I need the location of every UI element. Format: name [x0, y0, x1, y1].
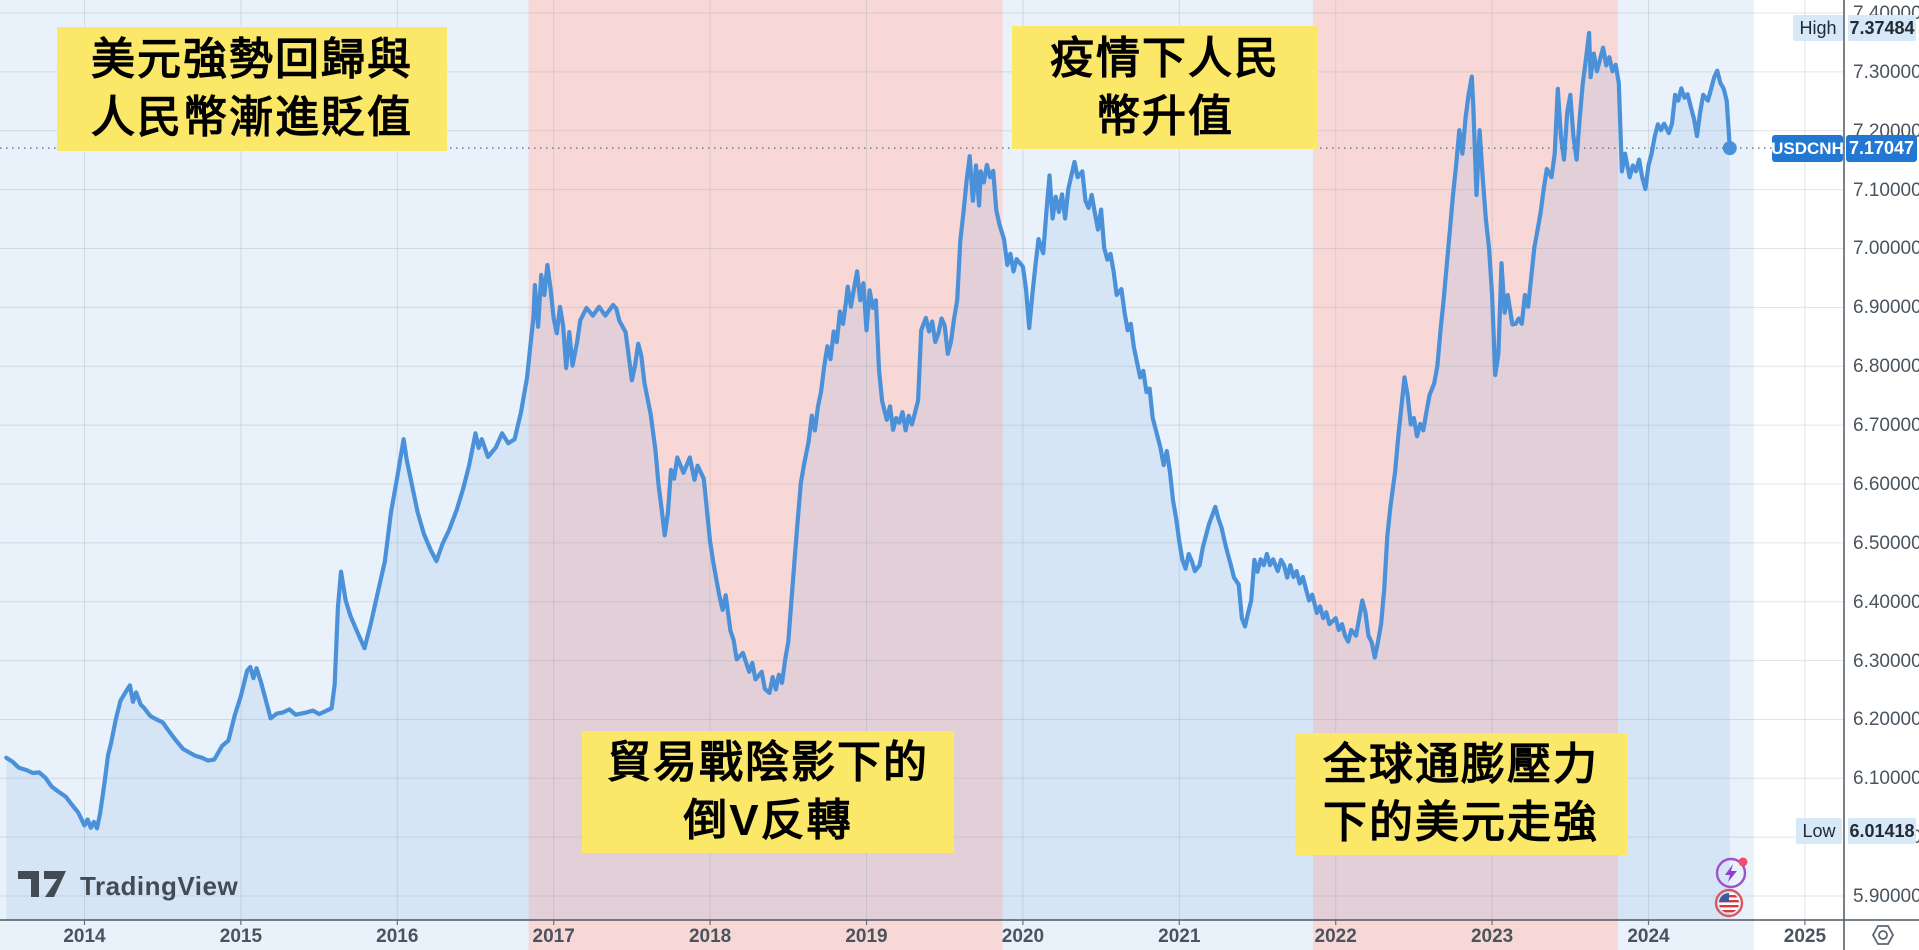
series-area-fill — [6, 33, 1730, 920]
year-tick-label[interactable]: 2022 — [1314, 926, 1357, 947]
price-tick-label: 6.20000 — [1853, 709, 1919, 731]
price-tick-label: 7.30000 — [1853, 61, 1919, 83]
annotation-trade-war: 貿易戰陰影下的 倒V反轉 — [582, 731, 954, 853]
annotation-line: 幣升值 — [1096, 91, 1234, 141]
annotation-line: 疫情下人民 — [1050, 33, 1280, 83]
tradingview-logo-icon — [18, 870, 68, 903]
year-tick-label[interactable]: 2017 — [532, 926, 575, 947]
news-flash-icon[interactable] — [1712, 854, 1752, 897]
price-tick-label: 6.30000 — [1853, 650, 1919, 672]
year-tick-label[interactable]: 2019 — [845, 926, 888, 947]
year-tick-label[interactable]: 2015 — [219, 926, 263, 947]
annotation-line: 倒V反轉 — [683, 796, 853, 845]
price-tick-label: 7.10000 — [1853, 179, 1919, 201]
economic-calendar-flag-icon[interactable] — [1713, 887, 1745, 924]
annotation-inflation-usd-strength: 全球通膨壓力 下的美元走強 — [1295, 733, 1627, 855]
year-tick-label[interactable]: 2020 — [1001, 926, 1045, 947]
year-tick-label[interactable]: 2016 — [376, 926, 419, 947]
last-price-badge[interactable]: 7.17047 — [1846, 135, 1917, 162]
year-tick-label[interactable]: 2021 — [1158, 926, 1201, 947]
tradingview-watermark[interactable]: TradingView — [18, 870, 238, 903]
high-value-chip: 7.37484 — [1848, 15, 1916, 41]
last-price-dot — [1722, 141, 1737, 156]
low-label-chip: Low — [1796, 818, 1842, 844]
year-tick-label[interactable]: 2018 — [688, 926, 732, 947]
symbol-name-badge[interactable]: USDCNH — [1771, 135, 1844, 162]
year-tick-label[interactable]: 2024 — [1627, 926, 1670, 947]
high-label-chip: High — [1793, 15, 1843, 41]
price-line-series[interactable] — [4, 30, 1732, 831]
price-tick-label: 6.80000 — [1853, 356, 1919, 378]
price-tick-label: 6.60000 — [1853, 473, 1919, 495]
annotation-line: 全球通膨壓力 — [1323, 740, 1599, 789]
price-tick-label: 6.10000 — [1853, 768, 1919, 790]
annotation-line: 美元強勢回歸與 — [91, 35, 413, 84]
annotation-line: 下的美元走強 — [1323, 798, 1599, 847]
price-tick-label: 6.90000 — [1853, 297, 1919, 319]
price-tick-label: 6.70000 — [1853, 415, 1919, 437]
year-tick-label[interactable]: 2014 — [63, 926, 106, 947]
year-tick-label[interactable]: 2023 — [1470, 926, 1514, 947]
price-tick-label: 7.00000 — [1853, 238, 1919, 260]
price-tick-label: 6.40000 — [1853, 591, 1919, 613]
annotation-pandemic-appreciation: 疫情下人民 幣升值 — [1012, 26, 1318, 149]
tradingview-brand-text: TradingView — [80, 871, 239, 901]
low-value-chip: 6.01418 — [1848, 818, 1916, 844]
year-tick-label[interactable]: 2025 — [1783, 926, 1827, 947]
axis-settings-gear-icon[interactable] — [1869, 921, 1897, 950]
annotation-usd-return: 美元強勢回歸與 人民幣漸進貶值 — [57, 27, 447, 151]
price-tick-label: 5.90000 — [1853, 886, 1919, 908]
annotation-line: 貿易戰陰影下的 — [607, 738, 929, 787]
price-tick-label: 6.50000 — [1853, 532, 1919, 554]
annotation-line: 人民幣漸進貶值 — [91, 93, 413, 142]
